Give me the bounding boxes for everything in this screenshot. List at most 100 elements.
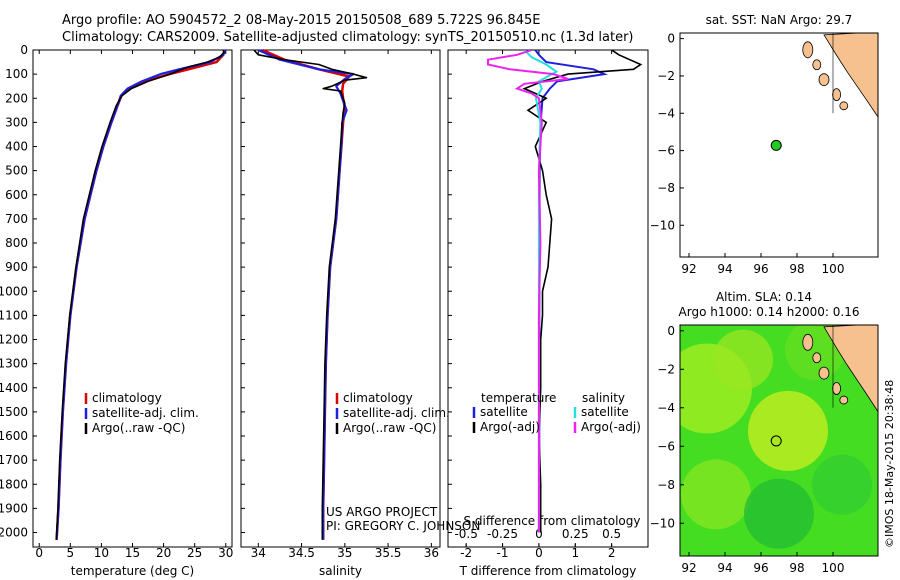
difference-sal-tick-label: -0.25 bbox=[487, 527, 518, 541]
difference-legend-title-temperature: temperature bbox=[481, 391, 556, 405]
salinity-legend-label: satellite-adj. clim. bbox=[343, 406, 450, 420]
map-sst-argo-location bbox=[770, 139, 782, 151]
salinity-series-1 bbox=[257, 48, 355, 540]
difference-sal-tick-label: 0.5 bbox=[602, 527, 621, 541]
temperature-xlabel: temperature (deg C) bbox=[71, 564, 194, 578]
salinity-series-2 bbox=[253, 49, 368, 540]
project-annotation: US ARGO PROJECT bbox=[326, 505, 438, 519]
depth-tick-label: 400 bbox=[5, 140, 28, 154]
difference-xtick-label: 2 bbox=[608, 546, 616, 560]
map-sst-xtick-label: 98 bbox=[789, 262, 804, 276]
difference-xtick-label: -1 bbox=[497, 546, 509, 560]
header-line-1: Argo profile: AO 5904572_2 08-May-2015 2… bbox=[62, 13, 540, 28]
salinity-series-0 bbox=[262, 48, 351, 540]
map-sst-ytick-label: −8 bbox=[657, 181, 675, 195]
difference-sal-tick-label: 0.25 bbox=[562, 527, 589, 541]
difference-salinity-legend-label: Argo(-adj) bbox=[581, 420, 641, 434]
difference-xtick-label: -2 bbox=[460, 546, 472, 560]
temperature-panel-frame bbox=[32, 49, 233, 548]
difference-series-1 bbox=[522, 50, 643, 533]
difference-sal-tick-label: -0.5 bbox=[454, 527, 477, 541]
difference-xlabel: T difference from climatology bbox=[459, 564, 637, 578]
depth-tick-label: 1100 bbox=[0, 308, 28, 322]
map-sst-ytick-label: −10 bbox=[650, 218, 675, 232]
map-sla-sumatra-land bbox=[823, 325, 878, 413]
temperature-series-1 bbox=[55, 49, 227, 540]
difference-temperature-legend-label: Argo(-adj) bbox=[480, 420, 540, 434]
temperature-xtick-label: 15 bbox=[125, 546, 140, 560]
depth-tick-label: 500 bbox=[5, 164, 28, 178]
map-sst-island bbox=[818, 73, 830, 87]
map-sla-argo-location bbox=[770, 435, 782, 447]
temperature-legend-label: Argo(..raw -QC) bbox=[92, 421, 185, 435]
salinity-xtick-label: 34 bbox=[251, 546, 266, 560]
map-sla-ytick-label: −8 bbox=[657, 478, 675, 492]
difference-xtick-label: 0 bbox=[535, 546, 543, 560]
map-sst-island bbox=[802, 41, 814, 59]
map-sst-island bbox=[839, 101, 849, 111]
map-sst-ytick-label: −2 bbox=[657, 69, 675, 83]
map-sst-ytick-label: −4 bbox=[657, 106, 675, 120]
map-sla-sla-blob bbox=[744, 478, 814, 549]
pi-annotation: PI: GREGORY C. JOHNSON bbox=[326, 519, 480, 533]
difference-temperature-legend-label: satellite bbox=[480, 405, 528, 419]
map-sst-island bbox=[832, 88, 841, 101]
difference-series-group bbox=[487, 50, 643, 533]
depth-tick-label: 1200 bbox=[0, 333, 28, 347]
difference-panel-frame bbox=[447, 49, 649, 548]
temperature-series-0 bbox=[55, 49, 226, 540]
depth-tick-label: 900 bbox=[5, 260, 28, 274]
temperature-xtick-label: 5 bbox=[66, 546, 74, 560]
map-sla-xtick-label: 94 bbox=[717, 561, 732, 575]
map-sla-title-2: Argo h1000: 0.14 h2000: 0.16 bbox=[679, 305, 860, 319]
map-sla-xtick-label: 100 bbox=[822, 561, 845, 575]
map-sst-xtick-label: 96 bbox=[753, 262, 768, 276]
map-sst-xtick-label: 94 bbox=[717, 262, 732, 276]
map-sst-ytick-label: −6 bbox=[657, 144, 675, 158]
depth-tick-label: 1500 bbox=[0, 405, 28, 419]
imos-watermark: ©IMOS 18-May-2015 20:38:48 bbox=[883, 380, 896, 548]
depth-tick-label: 1800 bbox=[0, 477, 28, 491]
map-sst-ytick-label: 0 bbox=[667, 32, 675, 46]
map-sla-sla-blob bbox=[713, 329, 773, 390]
map-sla-ytick-label: 0 bbox=[667, 324, 675, 338]
salinity-legend-label: climatology bbox=[343, 391, 413, 405]
temperature-xtick-label: 10 bbox=[94, 546, 109, 560]
map-sla-sla-blob bbox=[681, 459, 751, 530]
depth-tick-label: 0 bbox=[20, 43, 28, 57]
temperature-legend-label: climatology bbox=[92, 391, 162, 405]
map-sla-xtick-label: 96 bbox=[753, 561, 768, 575]
map-sla-plot-area bbox=[680, 325, 878, 556]
map-sla-frame bbox=[679, 324, 879, 557]
temperature-series-2 bbox=[55, 49, 225, 540]
map-sst-xtick-label: 100 bbox=[822, 262, 845, 276]
map-sla-ytick-label: −4 bbox=[657, 401, 675, 415]
map-sst-title: sat. SST: NaN Argo: 29.7 bbox=[706, 13, 853, 27]
depth-tick-label: 1600 bbox=[0, 429, 28, 443]
difference-series-3 bbox=[487, 50, 569, 533]
temperature-xtick-label: 20 bbox=[156, 546, 171, 560]
difference-salinity-legend-label: satellite bbox=[581, 405, 629, 419]
header-line-2: Climatology: CARS2009. Satellite-adjuste… bbox=[62, 30, 634, 45]
difference-legend-title-salinity: salinity bbox=[582, 391, 625, 405]
difference-sal-xlabel: S difference from climatology bbox=[464, 514, 641, 528]
salinity-panel-frame bbox=[240, 49, 441, 548]
map-sla-island bbox=[802, 333, 814, 351]
depth-tick-label: 700 bbox=[5, 212, 28, 226]
depth-tick-label: 200 bbox=[5, 91, 28, 105]
salinity-xtick-label: 36 bbox=[424, 546, 439, 560]
temperature-legend-label: satellite-adj. clim. bbox=[92, 406, 199, 420]
depth-tick-label: 2000 bbox=[0, 526, 28, 540]
map-sla-title-1: Altim. SLA: 0.14 bbox=[716, 290, 812, 304]
temperature-xtick-label: 25 bbox=[187, 546, 202, 560]
map-sla-ytick-label: −6 bbox=[657, 439, 675, 453]
map-sla-ytick-label: −10 bbox=[650, 516, 675, 530]
difference-xtick-label: 1 bbox=[571, 546, 579, 560]
map-sla-xtick-label: 92 bbox=[681, 561, 696, 575]
map-sst-island bbox=[812, 59, 822, 71]
map-sla-island bbox=[812, 352, 822, 364]
map-sla-sla-blob bbox=[748, 390, 828, 471]
map-sst-sumatra-land bbox=[823, 33, 878, 118]
map-sla-island bbox=[832, 382, 841, 395]
